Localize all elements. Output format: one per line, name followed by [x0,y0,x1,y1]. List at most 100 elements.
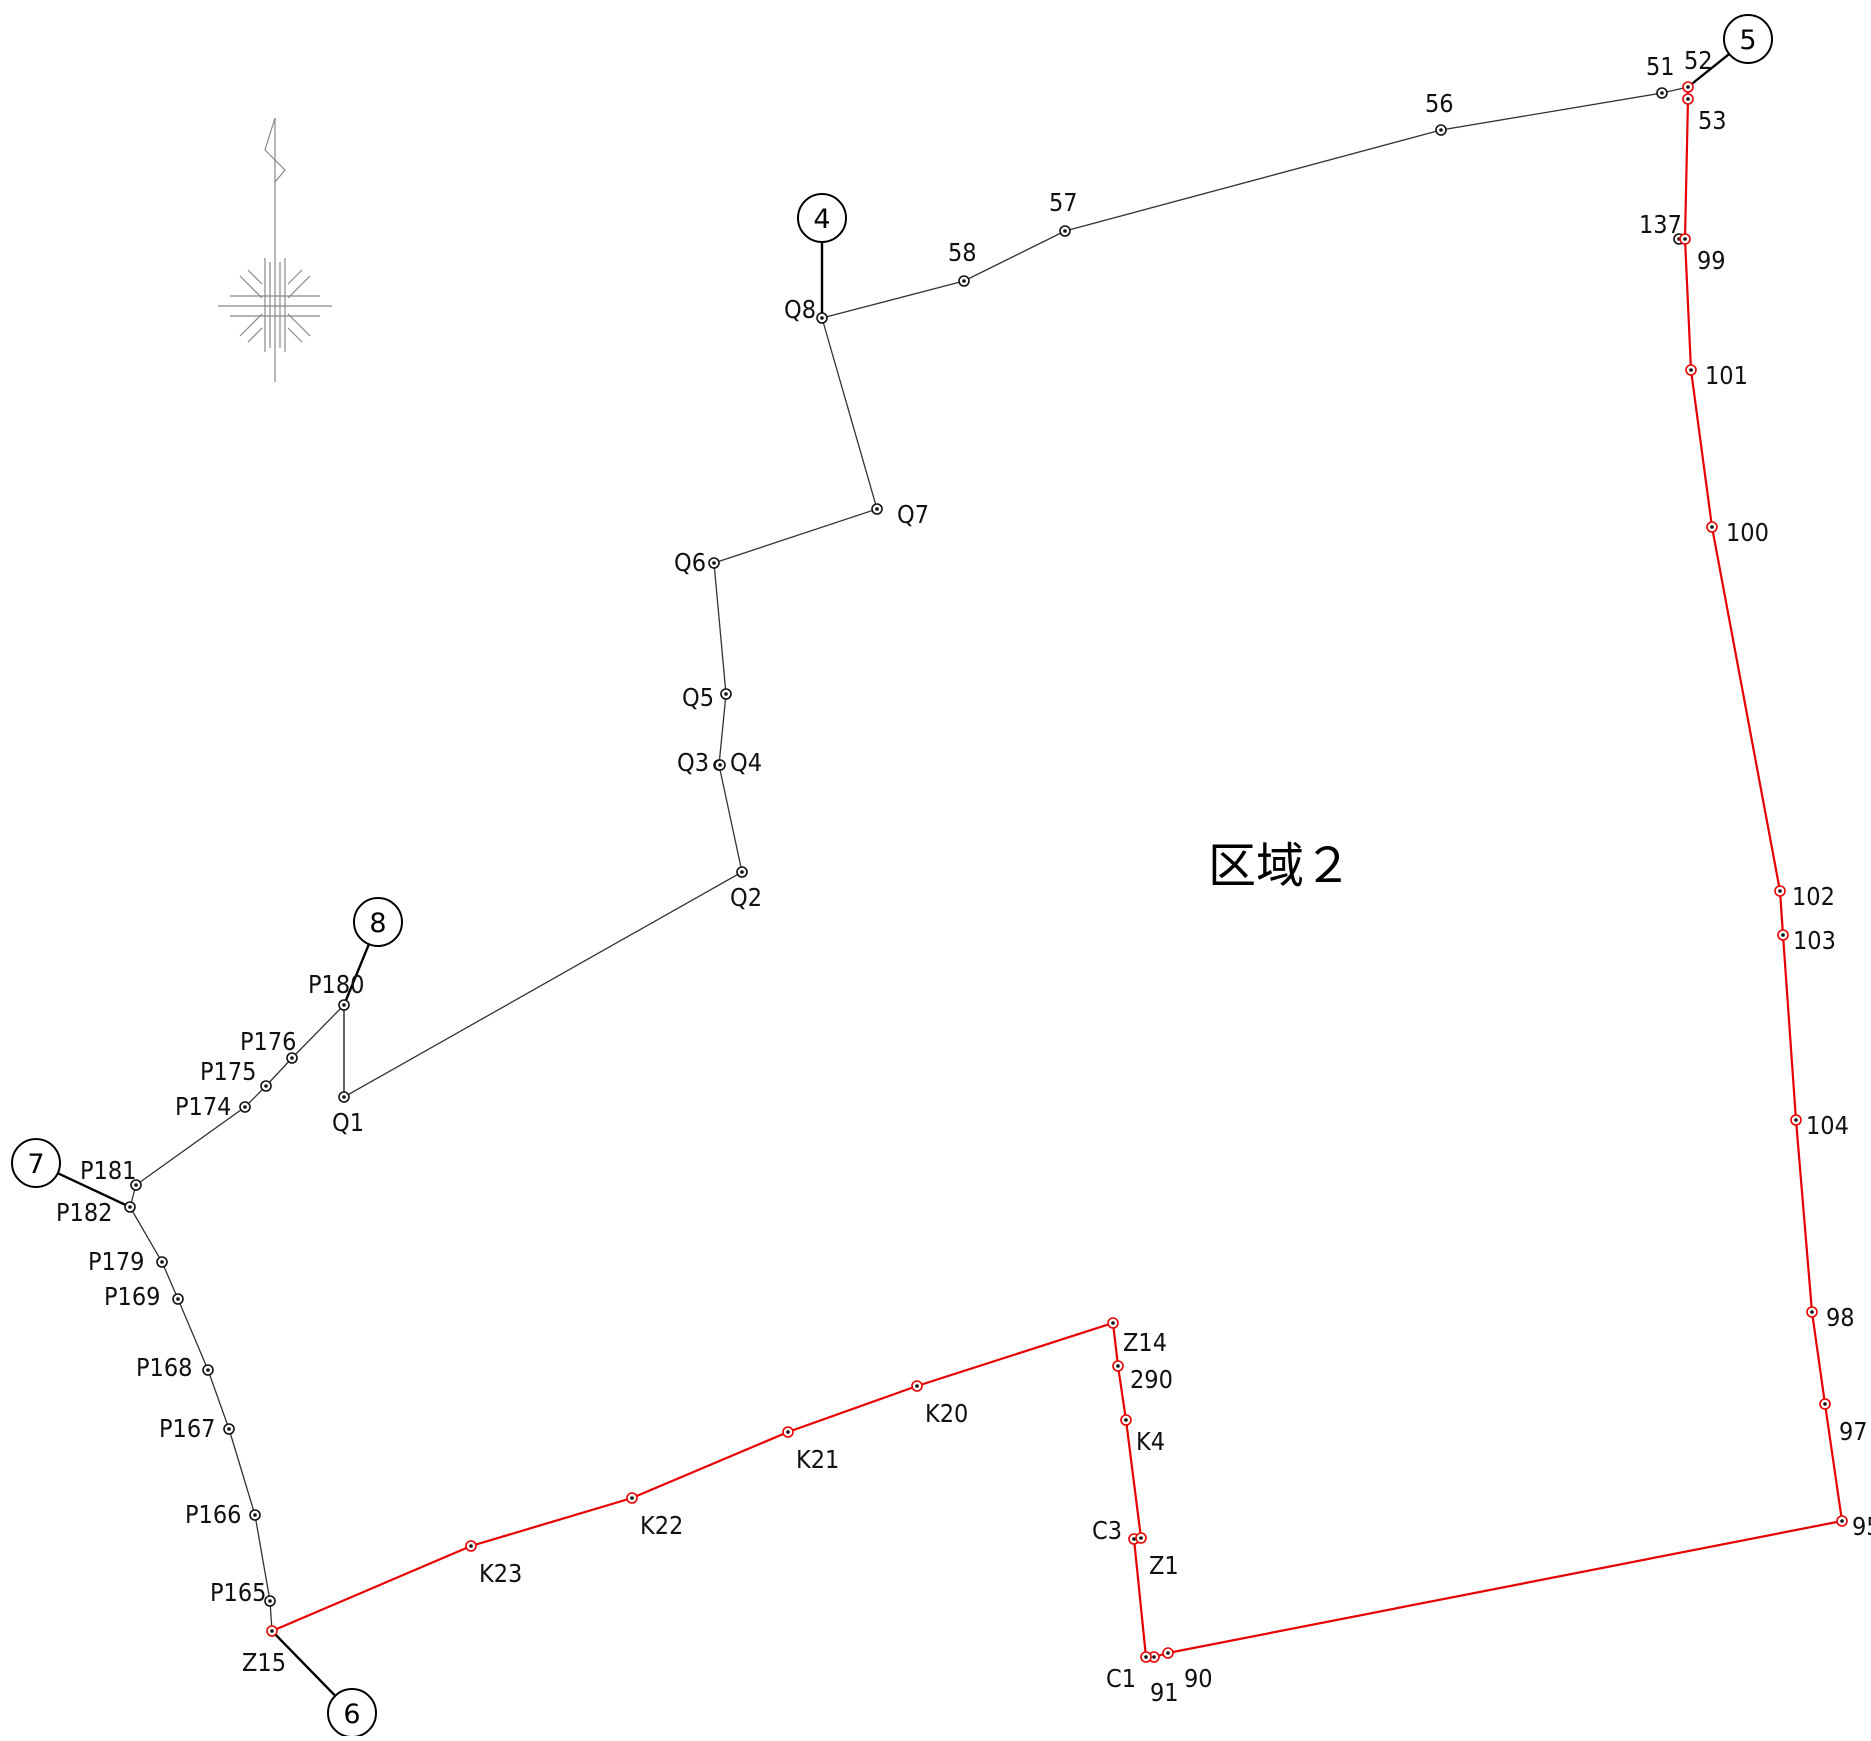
survey-point-p176 [286,1052,298,1064]
point-label-q3: Q3 [677,748,709,777]
circled-marker-label-4: 4 [813,204,830,235]
point-label-k20: K20 [925,1399,968,1428]
survey-point-101 [1685,364,1697,376]
marker-leader-7 [57,1172,131,1209]
point-label-q4: Q4 [730,748,762,777]
point-label-c3: C3 [1092,1516,1122,1545]
survey-point-290 [1112,1360,1124,1372]
survey-point-99 [1679,233,1691,245]
point-label-101: 101 [1705,361,1748,390]
point-label-58: 58 [948,238,977,267]
point-label-p182: P182 [56,1198,112,1227]
survey-point-q8 [816,312,828,324]
survey-point-p182 [124,1201,136,1213]
survey-point-95 [1836,1515,1848,1527]
survey-point-p168 [202,1364,214,1376]
survey-point-98 [1806,1306,1818,1318]
survey-point-p181 [130,1179,142,1191]
point-label-57: 57 [1049,188,1078,217]
point-label-q8: Q8 [784,295,816,324]
survey-point-103 [1777,929,1789,941]
point-label-p181: P181 [80,1156,136,1185]
point-label-p169: P169 [104,1282,160,1311]
point-label-q2: Q2 [730,883,762,912]
circled-marker-label-5: 5 [1739,25,1756,56]
survey-point-q5 [720,688,732,700]
boundary-line-black [821,86,1689,319]
circled-marker-6: 6 [327,1688,377,1738]
point-label-q5: Q5 [682,683,714,712]
survey-point-51 [1656,87,1668,99]
survey-point-97 [1819,1398,1831,1410]
point-label-k23: K23 [479,1559,522,1588]
point-label-z15: Z15 [242,1648,286,1677]
survey-point-q4 [714,759,726,771]
point-label-k22: K22 [640,1511,683,1540]
point-label-p166: P166 [185,1500,241,1529]
point-label-137: 137 [1639,210,1682,239]
point-label-102: 102 [1792,882,1835,911]
point-label-104: 104 [1806,1111,1849,1140]
region-label: 区域２ [1208,838,1352,894]
point-label-103: 103 [1793,926,1836,955]
survey-point-100 [1706,521,1718,533]
survey-point-c1 [1140,1651,1152,1663]
survey-point-57 [1059,225,1071,237]
point-label-p174: P174 [175,1092,231,1121]
survey-point-p167 [223,1423,235,1435]
point-label-p165: P165 [210,1578,266,1607]
survey-point-p174 [239,1101,251,1113]
point-label-52: 52 [1684,46,1713,75]
point-label-91: 91 [1150,1678,1179,1707]
point-label-53: 53 [1698,106,1727,135]
point-label-q6: Q6 [674,548,706,577]
survey-point-p166 [249,1509,261,1521]
survey-point-k21 [782,1426,794,1438]
survey-point-z15 [266,1625,278,1637]
boundary-line-black [129,317,878,1632]
boundary-lines [129,86,1844,1659]
survey-point-q7 [871,503,883,515]
survey-point-53 [1682,93,1694,105]
point-label-p180: P180 [308,970,364,999]
circled-marker-label-7: 7 [27,1149,44,1180]
circled-marker-8: 8 [353,897,403,947]
marker-leaders [57,53,1731,1697]
point-label-p179: P179 [88,1247,144,1276]
survey-point-p169 [172,1293,184,1305]
point-label-k4: K4 [1136,1427,1165,1456]
survey-point-102 [1774,885,1786,897]
point-label-100: 100 [1726,518,1769,547]
survey-point-p179 [156,1256,168,1268]
survey-point-p175 [260,1080,272,1092]
survey-point-p165 [264,1595,276,1607]
survey-point-q1 [338,1091,350,1103]
point-label-z14: Z14 [1123,1328,1167,1357]
survey-point-52 [1682,81,1694,93]
point-label-k21: K21 [796,1445,839,1474]
circled-marker-5: 5 [1723,14,1773,64]
north-arrow-compass-icon [218,117,332,382]
point-label-p168: P168 [136,1353,192,1382]
point-label-p175: P175 [200,1057,256,1086]
point-label-95: 95 [1852,1512,1871,1541]
circled-marker-4: 4 [797,193,847,243]
survey-point-z14 [1107,1317,1119,1329]
survey-point-90 [1162,1647,1174,1659]
circled-marker-7: 7 [11,1138,61,1188]
circled-marker-label-6: 6 [343,1699,360,1730]
marker-leader-6 [271,1630,337,1697]
survey-point-58 [958,275,970,287]
survey-point-56 [1435,124,1447,136]
point-label-90: 90 [1184,1664,1213,1693]
point-label-p176: P176 [240,1027,296,1056]
survey-point-z1 [1135,1532,1147,1544]
survey-point-k23 [465,1540,477,1552]
marker-leader-8 [342,943,371,1006]
point-label-q7: Q7 [897,500,929,529]
circled-marker-label-8: 8 [369,908,386,939]
survey-points [124,81,1848,1663]
circled-markers: 4 5 6 7 8 [11,14,1773,1738]
point-label-c1: C1 [1106,1664,1136,1693]
